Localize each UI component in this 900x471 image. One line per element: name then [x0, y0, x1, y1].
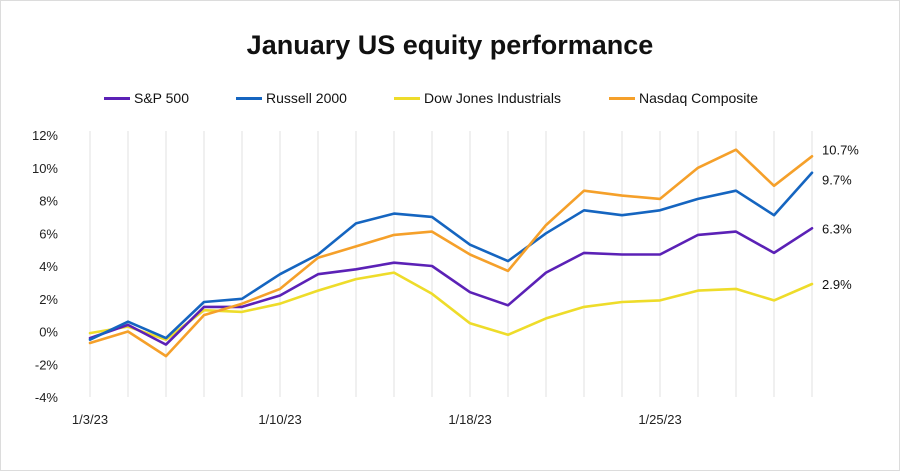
y-tick-label: -4%: [35, 390, 59, 405]
end-label-dow: 2.9%: [822, 277, 852, 292]
series-line-sp500: [88, 227, 814, 346]
y-tick-label: 10%: [32, 161, 58, 176]
chart-legend: S&P 500 Russell 2000 Dow Jones Industria…: [0, 86, 900, 110]
series-line-dow: [88, 271, 814, 342]
y-tick-label: 8%: [39, 194, 58, 209]
series-line-nasdaq: [88, 148, 814, 358]
legend-label-nasdaq: Nasdaq Composite: [639, 90, 759, 106]
y-tick-label: 2%: [39, 292, 58, 307]
y-tick-label: 0%: [39, 325, 58, 340]
y-tick-label: 4%: [39, 259, 58, 274]
x-tick-label: 1/3/23: [72, 412, 108, 427]
legend-swatch-sp500: [104, 96, 130, 100]
legend-item-dow: Dow Jones Industrials: [394, 86, 561, 110]
legend-item-russell2000: Russell 2000: [236, 86, 347, 110]
legend-label-russell2000: Russell 2000: [266, 90, 347, 106]
y-tick-label: 6%: [39, 226, 58, 241]
x-tick-label: 1/10/23: [258, 412, 301, 427]
legend-item-nasdaq: Nasdaq Composite: [609, 86, 758, 110]
end-label-sp500: 6.3%: [822, 221, 852, 236]
y-tick-label: 12%: [32, 128, 58, 143]
legend-swatch-nasdaq: [609, 96, 635, 100]
end-label-nasdaq: 10.7%: [822, 142, 859, 157]
legend-label-dow: Dow Jones Industrials: [424, 90, 561, 106]
legend-item-sp500: S&P 500: [104, 86, 189, 110]
legend-swatch-dow: [394, 96, 420, 100]
end-label-russell2000: 9.7%: [822, 173, 852, 188]
y-tick-label: -2%: [35, 357, 59, 372]
x-tick-label: 1/25/23: [638, 412, 681, 427]
series-line-russell2000: [88, 171, 814, 342]
chart-title: January US equity performance: [246, 30, 654, 60]
x-tick-label: 1/18/23: [448, 412, 491, 427]
legend-label-sp500: S&P 500: [134, 90, 190, 106]
legend-swatch-russell2000: [236, 96, 262, 100]
